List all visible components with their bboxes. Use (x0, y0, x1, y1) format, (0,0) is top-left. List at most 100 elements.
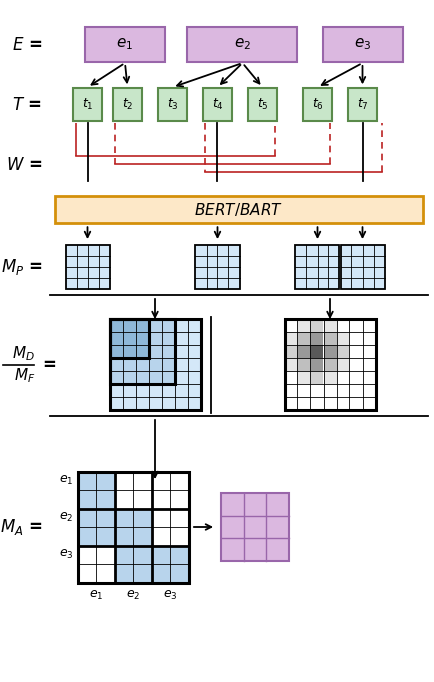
Text: $E$ =: $E$ = (12, 35, 43, 53)
Bar (78, 509, 96, 527)
Text: $e_3$: $e_3$ (59, 548, 73, 561)
Bar (296, 245, 339, 289)
Bar (349, 332, 362, 345)
Text: $t_3$: $t_3$ (167, 97, 178, 112)
Bar (310, 319, 323, 332)
Bar (362, 332, 375, 345)
Bar (349, 371, 362, 384)
Bar (195, 245, 240, 289)
Bar (362, 358, 375, 371)
Bar (66, 245, 109, 289)
Text: =: = (43, 355, 56, 374)
Bar (297, 384, 310, 397)
Text: $M_F$: $M_F$ (13, 366, 35, 385)
Bar (362, 397, 375, 410)
Bar (221, 493, 289, 561)
Bar (349, 319, 362, 332)
Bar (133, 509, 151, 527)
Bar (323, 397, 336, 410)
Bar (133, 527, 151, 546)
Bar (221, 493, 289, 561)
Bar (78, 490, 96, 509)
Bar (322, 27, 402, 62)
Bar (323, 371, 336, 384)
Bar (362, 384, 375, 397)
Bar (109, 319, 201, 410)
Bar (115, 527, 133, 546)
Bar (285, 397, 297, 410)
Bar (170, 546, 188, 564)
Bar (296, 245, 339, 289)
Text: $BERT/BART$: $BERT/BART$ (194, 201, 283, 218)
Bar (109, 319, 148, 358)
Bar (115, 509, 133, 527)
Bar (285, 345, 297, 358)
Text: $t_1$: $t_1$ (82, 97, 93, 112)
Bar (348, 88, 377, 121)
Bar (362, 371, 375, 384)
Bar (336, 319, 349, 332)
Bar (113, 88, 142, 121)
Bar (310, 345, 323, 358)
Bar (310, 332, 323, 345)
Text: $T$ =: $T$ = (13, 95, 43, 113)
Bar (78, 471, 96, 490)
Text: $W$ =: $W$ = (6, 155, 43, 173)
Bar (297, 332, 310, 345)
Bar (303, 88, 332, 121)
Text: $t_2$: $t_2$ (122, 97, 133, 112)
Text: $e_2$: $e_2$ (126, 589, 140, 602)
Bar (285, 332, 297, 345)
Bar (55, 196, 423, 223)
Bar (349, 397, 362, 410)
Bar (362, 319, 375, 332)
Bar (297, 358, 310, 371)
Bar (96, 471, 115, 490)
Text: $t_5$: $t_5$ (256, 97, 268, 112)
Bar (151, 564, 170, 582)
Bar (285, 358, 297, 371)
Bar (341, 245, 385, 289)
Bar (336, 384, 349, 397)
Bar (336, 332, 349, 345)
Bar (297, 397, 310, 410)
Text: $t_6$: $t_6$ (312, 97, 323, 112)
Bar (115, 546, 133, 564)
Bar (109, 319, 174, 384)
Bar (109, 319, 148, 358)
Text: $M_D$: $M_D$ (12, 344, 35, 363)
Text: $e_1$: $e_1$ (116, 37, 134, 53)
Bar (195, 245, 240, 289)
Bar (133, 564, 151, 582)
Text: $e_1$: $e_1$ (89, 589, 103, 602)
Bar (78, 471, 188, 582)
Bar (170, 564, 188, 582)
Bar (336, 345, 349, 358)
Bar (323, 358, 336, 371)
Text: $e_3$: $e_3$ (354, 37, 371, 53)
Bar (285, 319, 297, 332)
Bar (203, 88, 232, 121)
Bar (187, 27, 297, 62)
Bar (85, 27, 165, 62)
Bar (323, 332, 336, 345)
Text: $e_2$: $e_2$ (234, 37, 251, 53)
Bar (297, 319, 310, 332)
Bar (158, 88, 187, 121)
Text: $M_P$ =: $M_P$ = (1, 257, 43, 277)
Bar (115, 564, 133, 582)
Bar (66, 245, 109, 289)
Bar (336, 397, 349, 410)
Bar (336, 371, 349, 384)
Text: $e_2$: $e_2$ (59, 512, 73, 524)
Bar (151, 546, 170, 564)
Bar (78, 527, 96, 546)
Bar (96, 527, 115, 546)
Bar (349, 358, 362, 371)
Bar (109, 319, 174, 384)
Bar (362, 345, 375, 358)
Text: $t_7$: $t_7$ (357, 97, 368, 112)
Bar (349, 345, 362, 358)
Text: $M_A$ =: $M_A$ = (0, 517, 43, 537)
Text: $t_4$: $t_4$ (211, 97, 224, 112)
